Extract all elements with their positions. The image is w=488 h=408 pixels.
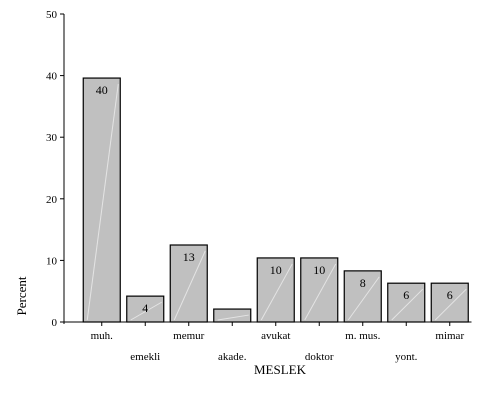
x-tick-label: mimar	[435, 330, 464, 342]
x-axis-label: MESLEK	[254, 362, 307, 377]
y-axis-label: Percent	[14, 276, 29, 315]
y-tick-label: 50	[46, 9, 58, 21]
y-tick-label: 10	[46, 255, 58, 267]
bar	[387, 282, 426, 323]
data-label: 13	[183, 250, 195, 264]
bar-highlight	[130, 301, 162, 321]
y-tick-label: 0	[52, 317, 58, 329]
bar-highlight	[434, 288, 467, 321]
y-tick-label: 40	[46, 71, 58, 83]
x-tick-label: yont.	[395, 351, 418, 363]
bars: 40 4 13 10 10 8 6 6	[82, 77, 469, 323]
bar-highlight	[86, 83, 119, 321]
x-tick-label: m. mus.	[345, 330, 380, 342]
bar-highlight	[347, 276, 380, 321]
bar-highlight	[217, 314, 249, 321]
data-label: 8	[360, 276, 366, 290]
x-tick-label: muh.	[91, 330, 114, 342]
bar	[430, 282, 469, 323]
x-tick-label: avukat	[261, 330, 290, 342]
bar-highlight	[304, 263, 337, 321]
x-axis: muh. emekli memur akade. avukat doktor m. mus.…	[64, 321, 472, 363]
bar	[343, 270, 382, 323]
bar	[256, 257, 295, 323]
data-label: 10	[270, 263, 282, 277]
x-tick-label: akade.	[218, 351, 247, 363]
bar-highlight	[391, 288, 424, 321]
data-label: 4	[142, 301, 148, 315]
x-tick-label: memur	[173, 330, 204, 342]
data-label: 6	[447, 288, 453, 302]
data-label: 40	[96, 83, 108, 97]
x-tick-label: doktor	[305, 351, 334, 363]
x-tick-label: emekli	[130, 351, 160, 363]
data-label: 6	[403, 288, 409, 302]
bar-highlight	[173, 250, 206, 321]
y-tick-label: 20	[46, 194, 58, 206]
data-label: 10	[313, 263, 325, 277]
y-axis: 0 10 20 30 40 50	[46, 9, 65, 329]
y-tick-label: 30	[46, 132, 58, 144]
bar-highlight	[260, 263, 293, 321]
